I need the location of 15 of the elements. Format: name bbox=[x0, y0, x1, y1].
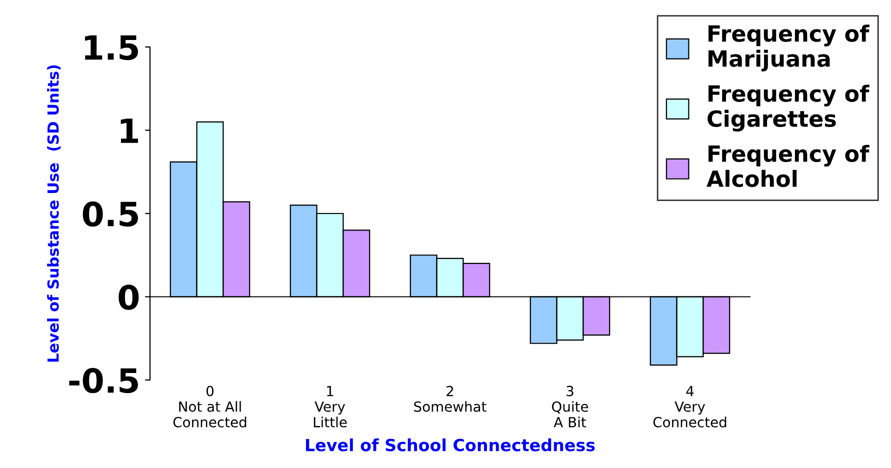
x-axis-title: Level of School Connectedness bbox=[306, 438, 595, 452]
x-tick-label: 4 Very Connected bbox=[653, 386, 726, 428]
x-tick-label: 2 Somewhat bbox=[414, 386, 486, 412]
legend-label: Frequency of Alcohol bbox=[706, 144, 870, 188]
x-tick-label: 3 Quite A Bit bbox=[552, 386, 588, 428]
y-tick-label: 1.5 bbox=[84, 35, 138, 60]
y-axis-title: Level of Substance Use (SD Units) bbox=[47, 65, 61, 362]
legend-label: Frequency of Cigarettes bbox=[708, 84, 870, 132]
x-tick-label: 1 Very Little bbox=[314, 386, 347, 428]
legend-label: Frequency of Marijuana bbox=[708, 24, 870, 72]
x-tick-label: 0 Not at All Connected bbox=[173, 386, 246, 428]
y-tick-label: 0.5 bbox=[82, 201, 138, 227]
y-tick-label: 0 bbox=[118, 284, 139, 310]
y-tick-label: 1 bbox=[120, 118, 138, 143]
y-tick-label: -0.5 bbox=[69, 368, 138, 394]
